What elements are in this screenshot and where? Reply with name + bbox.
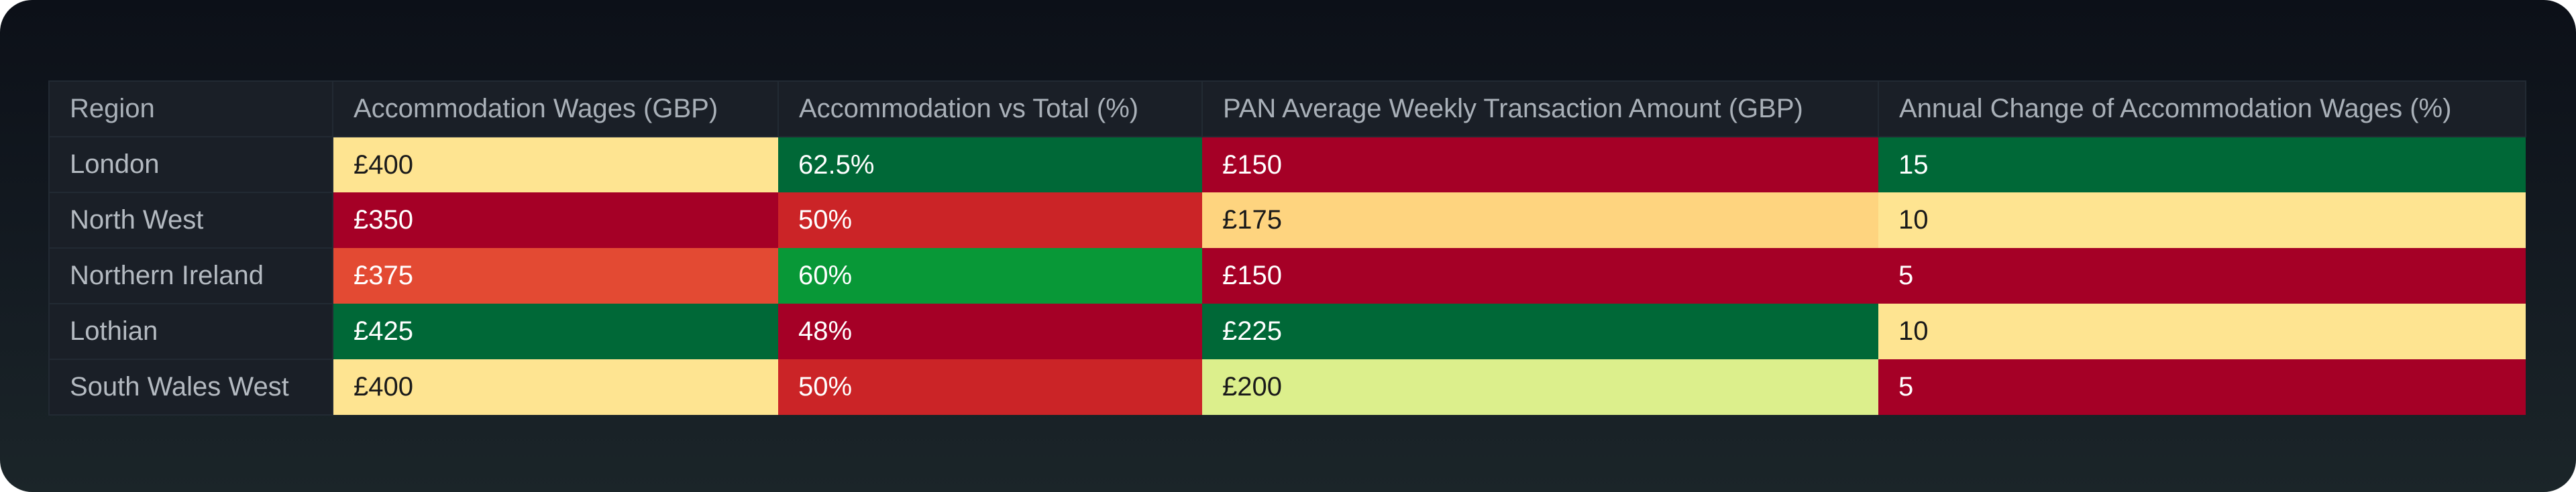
heatmap-cell: 10 [1878,304,2526,359]
heatmap-cell: £375 [333,248,778,304]
heatmap-cell: £350 [333,192,778,248]
row-label: North West [48,192,333,249]
row-label: London [48,136,333,193]
heatmap-cell: 5 [1878,248,2526,304]
heatmap-cell: £175 [1202,192,1878,248]
heatmap-table: Region Accommodation Wages (GBP) Accommo… [48,80,2526,416]
heatmap-cell: 10 [1878,192,2526,248]
header-row: Region Accommodation Wages (GBP) Accommo… [48,80,2526,137]
column-header-accommodation-wages: Accommodation Wages (GBP) [332,80,779,137]
heatmap-cell: £400 [333,359,778,415]
heatmap-cell: £400 [333,137,778,192]
table-row: London £400 62.5% £150 15 [48,136,2526,193]
heatmap-cell: 48% [778,304,1202,359]
row-label: Lothian [48,303,333,360]
heatmap-cell: £150 [1202,137,1878,192]
heatmap-cell: £225 [1202,304,1878,359]
column-header-region: Region [48,80,333,137]
heatmap-cell: £200 [1202,359,1878,415]
heatmap-cell: 60% [778,248,1202,304]
heatmap-cell: 50% [778,359,1202,415]
column-header-pan-weekly-amount: PAN Average Weekly Transaction Amount (G… [1201,80,1879,137]
table-row: North West £350 50% £175 10 [48,192,2526,249]
heatmap-cell: 5 [1878,359,2526,415]
column-header-annual-change: Annual Change of Accommodation Wages (%) [1878,80,2526,137]
heatmap-cell: 15 [1878,137,2526,192]
heatmap-cell: £150 [1202,248,1878,304]
heatmap-cell: 62.5% [778,137,1202,192]
row-label: Northern Ireland [48,247,333,304]
row-label: South Wales West [48,359,333,416]
table-row: Northern Ireland £375 60% £150 5 [48,247,2526,304]
table-row: South Wales West £400 50% £200 5 [48,359,2526,416]
column-header-accommodation-vs-total: Accommodation vs Total (%) [777,80,1203,137]
heatmap-cell: 50% [778,192,1202,248]
table-row: Lothian £425 48% £225 10 [48,303,2526,360]
heatmap-cell: £425 [333,304,778,359]
